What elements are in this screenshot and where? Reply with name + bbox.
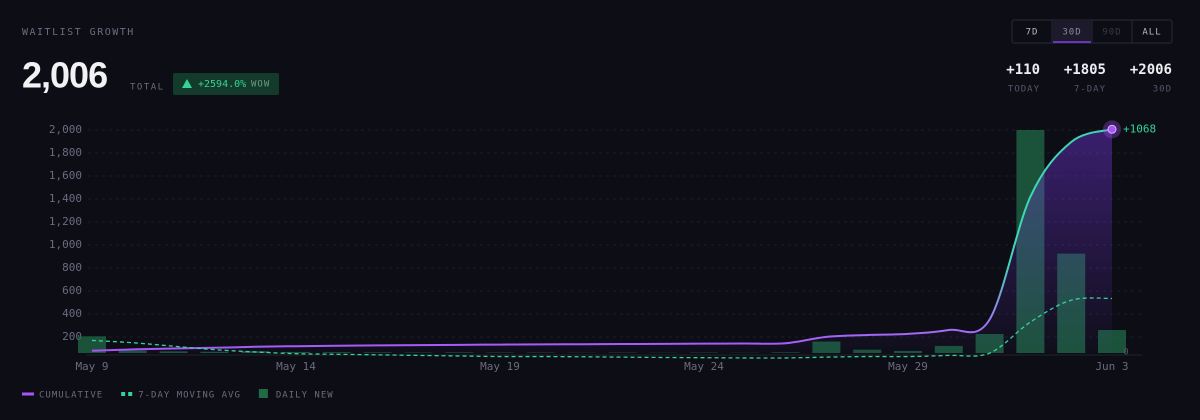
range-button[interactable]: ALL (1142, 28, 1161, 38)
y-tick-label: 2,000 (49, 123, 82, 136)
x-tick-label: May 19 (480, 360, 520, 373)
annotation: 0 (1123, 348, 1128, 358)
stat-label: TODAY (1008, 85, 1040, 95)
legend-label: 7-DAY MOVING AVG (138, 391, 241, 401)
total-label: TOTAL (130, 83, 165, 93)
y-tick-label: 400 (62, 307, 82, 320)
range-selector: 7D 30D 90D ALL (1011, 19, 1173, 44)
legend-swatch (258, 389, 268, 398)
stat-value: +110 (1006, 62, 1040, 78)
stats: +110 TODAY +1805 7-DAY +2006 30D (1006, 62, 1172, 95)
up-icon (182, 79, 192, 88)
legend-label: DAILY NEW (276, 391, 334, 401)
range-button[interactable]: 30D (1062, 28, 1081, 38)
x-tick-label: May 29 (888, 360, 928, 373)
y-tick-label: 1,000 (49, 238, 82, 251)
y-tick-label: 1,800 (49, 146, 82, 159)
endpoint (1107, 124, 1117, 134)
change: +2594.0% (198, 79, 246, 90)
range-button[interactable]: 7D (1026, 28, 1039, 38)
y-tick-label: 800 (62, 261, 82, 274)
stat-label: 7-DAY (1074, 85, 1106, 95)
stat-value: +2006 (1130, 62, 1172, 78)
x-tick-label: Jun 3 (1095, 360, 1128, 373)
change-badge (173, 73, 279, 95)
x-tick-label: May 24 (684, 360, 724, 373)
y-tick-label: 1,400 (49, 192, 82, 205)
stat-value: +1805 (1064, 62, 1106, 78)
y-tick-label: 200 (62, 330, 82, 343)
legend-swatch (121, 392, 126, 396)
range-button[interactable]: 90D (1102, 28, 1121, 38)
y-tick-label: 1,600 (49, 169, 82, 182)
stat-label: 30D (1153, 85, 1172, 95)
title: WAITLIST GROWTH (22, 27, 135, 38)
cumulative-area (92, 129, 1112, 353)
legend-swatch (128, 392, 133, 396)
plot: 200 400 600 800 1,000 1,200 1,400 1,600 1,800 2,0… (22, 120, 1156, 401)
cumulative-line (91, 128, 1113, 352)
x-tick-label: May 9 (75, 360, 108, 373)
total: 2,006 (22, 55, 107, 96)
annotation: +1068 (1123, 122, 1156, 135)
x-tick-label: May 14 (276, 360, 316, 373)
change-label: WOW (251, 80, 270, 90)
legend-label: CUMULATIVE (39, 391, 103, 401)
y-tick-label: 1,200 (49, 215, 82, 228)
range-active (1053, 21, 1091, 42)
y-tick-label: 600 (62, 284, 82, 297)
